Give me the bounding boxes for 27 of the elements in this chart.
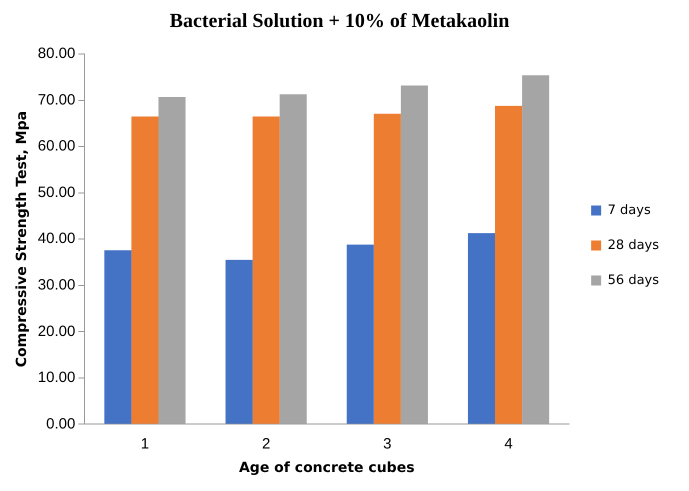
bar xyxy=(104,250,132,424)
bar xyxy=(495,106,522,424)
bar xyxy=(374,114,401,424)
y-tick-label: 0.00 xyxy=(46,415,76,432)
x-tick-label: 2 xyxy=(262,435,270,452)
legend-label: 56 days xyxy=(608,272,660,288)
y-tick-label: 30.00 xyxy=(38,276,76,294)
y-tick-label: 50.00 xyxy=(38,184,76,201)
bar xyxy=(346,244,374,424)
y-tick-label: 20.00 xyxy=(38,322,76,340)
y-tick-label: 60.00 xyxy=(38,138,76,155)
x-tick-label: 4 xyxy=(504,435,513,452)
chart-title: Bacterial Solution + 10% of Metakaolin xyxy=(170,10,510,32)
legend-label: 7 days xyxy=(608,202,651,218)
x-axis-title: Age of concrete cubes xyxy=(238,460,415,476)
y-tick-label: 70.00 xyxy=(38,91,76,108)
y-axis-title: Compressive Strength Test, Mpa xyxy=(14,110,30,368)
y-tick-label: 40.00 xyxy=(38,230,76,248)
legend-label: 28 days xyxy=(608,238,660,253)
y-tick-label: 80.00 xyxy=(38,45,76,62)
bar xyxy=(131,116,158,424)
bar xyxy=(226,260,253,424)
y-tick-label: 10.00 xyxy=(38,369,76,386)
x-tick-label: 3 xyxy=(383,435,392,452)
x-tick-label: 1 xyxy=(140,435,150,452)
bar xyxy=(252,116,280,424)
bar xyxy=(468,233,496,424)
